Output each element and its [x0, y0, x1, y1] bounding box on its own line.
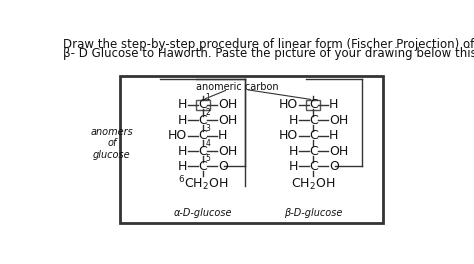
Text: α-D-glucose: α-D-glucose	[173, 208, 232, 218]
Bar	[307, 100, 320, 110]
Text: 2: 2	[205, 108, 210, 117]
Text: H: H	[178, 114, 187, 127]
Text: OH: OH	[329, 144, 348, 158]
Text: H: H	[289, 114, 298, 127]
Text: β-D-glucose: β-D-glucose	[284, 208, 343, 218]
Text: H: H	[178, 98, 187, 111]
Text: anomeric carbon: anomeric carbon	[196, 82, 279, 92]
Text: 1: 1	[205, 93, 210, 102]
Bar	[196, 100, 210, 110]
Text: Draw the step-by-step procedure of linear form (Fischer Projection) of α- D Gluc: Draw the step-by-step procedure of linea…	[63, 38, 474, 51]
Text: C: C	[309, 114, 318, 127]
Text: H: H	[218, 129, 228, 142]
Text: C: C	[309, 129, 318, 142]
Text: β- D Glucose to Haworth. Paste the picture of your drawing below this image: β- D Glucose to Haworth. Paste the pictu…	[63, 47, 474, 60]
Text: C: C	[198, 144, 207, 158]
Text: C: C	[198, 129, 207, 142]
Text: C: C	[309, 98, 318, 111]
Text: CH$_2$OH: CH$_2$OH	[292, 177, 336, 192]
Text: OH: OH	[218, 114, 237, 127]
Text: 4: 4	[205, 139, 210, 148]
Text: H: H	[178, 160, 187, 173]
Text: OH: OH	[329, 114, 348, 127]
Text: H: H	[329, 129, 338, 142]
Bar	[120, 76, 383, 223]
Text: C: C	[198, 98, 207, 111]
Text: $^6$CH$_2$OH: $^6$CH$_2$OH	[177, 175, 228, 194]
Text: H: H	[178, 144, 187, 158]
Text: OH: OH	[218, 98, 237, 111]
Text: 5: 5	[205, 154, 210, 163]
Text: C: C	[198, 160, 207, 173]
Text: C: C	[198, 114, 207, 127]
Text: HO: HO	[168, 129, 187, 142]
Text: OH: OH	[218, 144, 237, 158]
Text: C: C	[309, 160, 318, 173]
Text: H: H	[329, 98, 338, 111]
Text: C: C	[309, 144, 318, 158]
Text: O: O	[329, 160, 339, 173]
Text: O: O	[218, 160, 228, 173]
Text: HO: HO	[279, 129, 298, 142]
Text: H: H	[289, 160, 298, 173]
Text: H: H	[289, 144, 298, 158]
Text: 3: 3	[205, 124, 210, 133]
Text: HO: HO	[279, 98, 298, 111]
Text: anomers
of
glucose: anomers of glucose	[91, 127, 133, 160]
